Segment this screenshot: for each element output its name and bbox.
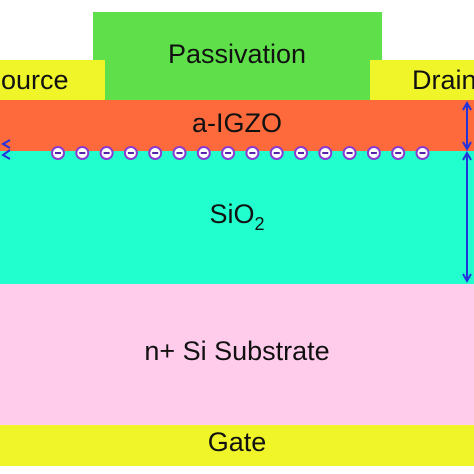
sio2-label: SiO2 <box>209 199 264 234</box>
arrows <box>0 100 472 284</box>
drain-label: Drain <box>412 65 474 95</box>
gate-electrode <box>0 425 474 466</box>
passivation-layer <box>93 12 382 102</box>
igzo-layer <box>0 100 474 151</box>
sio2-text: SiO <box>209 199 254 229</box>
sio2-layer <box>0 151 474 284</box>
sio2-subscript: 2 <box>255 214 265 234</box>
electron-row <box>51 146 430 160</box>
source-label: Source <box>0 65 69 95</box>
igzo-label: a-IGZO <box>192 108 282 138</box>
drain-electrode <box>370 60 474 102</box>
gate-label: Gate <box>208 427 267 457</box>
substrate-label: n+ Si Substrate <box>144 336 329 366</box>
passivation-label: Passivation <box>168 39 306 69</box>
source-electrode <box>0 60 105 102</box>
substrate-layer <box>0 284 474 425</box>
